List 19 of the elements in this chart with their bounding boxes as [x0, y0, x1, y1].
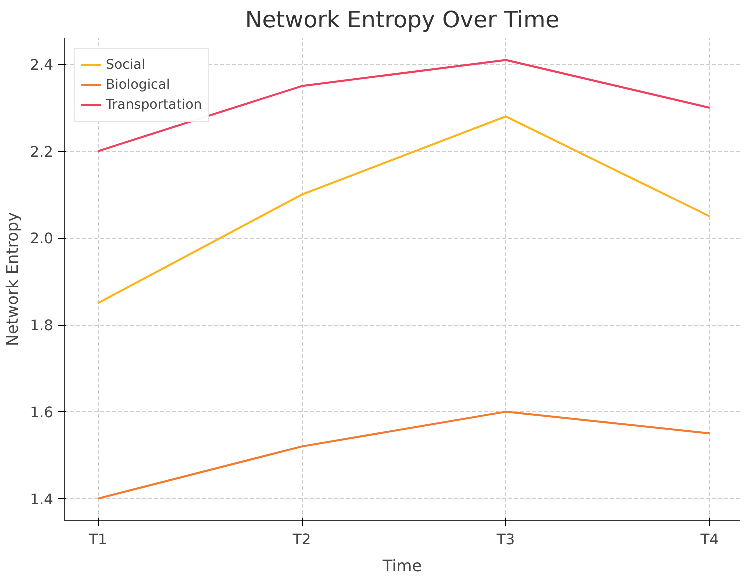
x-axis-title: Time — [382, 556, 422, 576]
x-tick-label: T1 — [88, 532, 108, 548]
y-tick-label: 2.0 — [30, 230, 54, 248]
line-series — [97, 59, 711, 152]
chart-title: Network Entropy Over Time — [245, 8, 560, 34]
y-tick-label: 2.2 — [30, 144, 54, 161]
legend-label: Biological — [106, 78, 170, 92]
x-tick-label: T2 — [292, 532, 312, 548]
x-tick-label: T4 — [700, 532, 720, 548]
line-series — [97, 410, 711, 500]
y-axis-title: Network Entropy — [3, 212, 22, 347]
legend-label: Transportation — [106, 98, 202, 112]
x-tick-label: T3 — [496, 532, 516, 548]
line-series — [97, 116, 711, 304]
y-tick-label: 1.4 — [30, 491, 54, 508]
y-tick-label: 1.6 — [30, 404, 54, 422]
y-tick-label: 1.8 — [30, 318, 54, 335]
y-tick-label: 2.4 — [30, 57, 54, 74]
legend-label: Social — [106, 58, 146, 72]
